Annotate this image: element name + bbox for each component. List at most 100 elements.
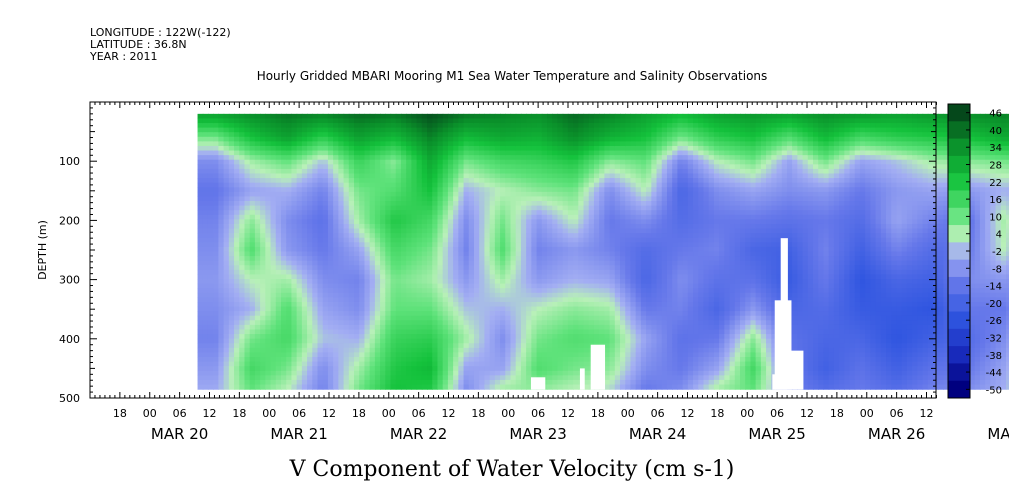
heatmap-cell [254, 164, 261, 170]
heatmap-cell [479, 338, 486, 344]
heatmap-cell [333, 118, 339, 124]
heatmap-cell [599, 237, 605, 243]
heatmap-cell [291, 361, 298, 367]
heatmap-cell [359, 178, 366, 184]
heatmap-cell [374, 334, 381, 340]
heatmap-cell [197, 182, 204, 188]
heatmap-cell [249, 242, 256, 248]
heatmap-cell [312, 127, 319, 133]
heatmap-cell [322, 201, 329, 207]
heatmap-cell [552, 329, 559, 335]
heatmap-cell [333, 214, 339, 220]
heatmap-cell [254, 191, 261, 198]
heatmap-cell [333, 145, 339, 152]
heatmap-cell [510, 214, 517, 220]
heatmap-cell [552, 246, 559, 253]
heatmap-cell [489, 361, 496, 367]
heatmap-cell [484, 155, 491, 161]
heatmap-cell [385, 141, 392, 147]
heatmap-cell [531, 366, 538, 372]
heatmap-cell [541, 233, 548, 239]
heatmap-cell [213, 118, 220, 124]
heatmap-cell [578, 361, 585, 367]
heatmap-cell [223, 343, 230, 349]
heatmap-cell [552, 384, 559, 390]
heatmap-cell [322, 223, 329, 230]
heatmap-cell [322, 279, 329, 285]
heatmap-cell [573, 384, 579, 390]
heatmap-cell [500, 223, 506, 230]
heatmap-cell [463, 315, 470, 321]
heatmap-cell [197, 233, 204, 239]
heatmap-cell [291, 214, 298, 220]
heatmap-cell [515, 366, 522, 372]
heatmap-cell [333, 375, 339, 381]
heatmap-cell [249, 141, 256, 147]
heatmap-cell [489, 370, 496, 376]
heatmap-cell [218, 352, 225, 358]
heatmap-cell [531, 136, 538, 142]
heatmap-cell [541, 159, 548, 165]
heatmap-cell [515, 182, 522, 188]
heatmap-cell [223, 219, 230, 225]
heatmap-cell [442, 343, 449, 349]
heatmap-cell [510, 315, 517, 321]
heatmap-cell [338, 256, 345, 262]
heatmap-cell [620, 279, 626, 285]
heatmap-cell [599, 228, 605, 234]
heatmap-cell [526, 279, 532, 285]
heatmap-cell [489, 228, 496, 234]
heatmap-cell [374, 150, 381, 156]
heatmap-cell [494, 324, 501, 331]
heatmap-cell [380, 242, 386, 248]
heatmap-cell [218, 168, 225, 175]
heatmap-cell [479, 324, 486, 331]
heatmap-cell [395, 379, 402, 386]
heatmap-cell [427, 338, 433, 344]
heatmap-cell [301, 246, 308, 253]
heatmap-cell [411, 246, 418, 253]
heatmap-cell [427, 210, 433, 216]
heatmap-cell [296, 219, 303, 225]
heatmap-cell [437, 283, 444, 289]
heatmap-cell [312, 178, 319, 184]
heatmap-cell [338, 219, 345, 225]
heatmap-cell [416, 159, 423, 165]
heatmap-cell [468, 320, 475, 326]
heatmap-cell [406, 352, 412, 358]
heatmap-cell [327, 279, 334, 285]
heatmap-cell [270, 145, 277, 152]
heatmap-cell [541, 182, 548, 188]
heatmap-cell [473, 292, 480, 298]
heatmap-cell [588, 132, 595, 138]
heatmap-cell [369, 233, 376, 239]
heatmap-cell [520, 127, 527, 133]
heatmap-cell [338, 159, 345, 165]
heatmap-cell [552, 265, 559, 271]
heatmap-cell [458, 343, 465, 349]
heatmap-cell [447, 214, 454, 220]
heatmap-cell [479, 164, 486, 170]
heatmap-cell [567, 205, 574, 211]
heatmap-cell [275, 379, 282, 386]
heatmap-cell [333, 164, 339, 170]
heatmap-cell [301, 210, 308, 216]
heatmap-cell [625, 329, 632, 335]
heatmap-cell [588, 155, 595, 161]
heatmap-cell [453, 210, 459, 216]
heatmap-cell [380, 260, 386, 266]
heatmap-cell [583, 288, 590, 294]
heatmap-cell [213, 205, 220, 211]
heatmap-cell [557, 260, 564, 266]
heatmap-cell [427, 123, 433, 129]
heatmap-cell [421, 288, 428, 294]
heatmap-cell [406, 191, 412, 198]
heatmap-cell [338, 352, 345, 358]
heatmap-cell [541, 214, 548, 220]
heatmap-cell [244, 118, 251, 124]
heatmap-cell [213, 242, 220, 248]
heatmap-cell [197, 251, 204, 257]
heatmap-cell [234, 219, 240, 225]
heatmap-cell [458, 159, 465, 165]
heatmap-cell [547, 251, 553, 257]
